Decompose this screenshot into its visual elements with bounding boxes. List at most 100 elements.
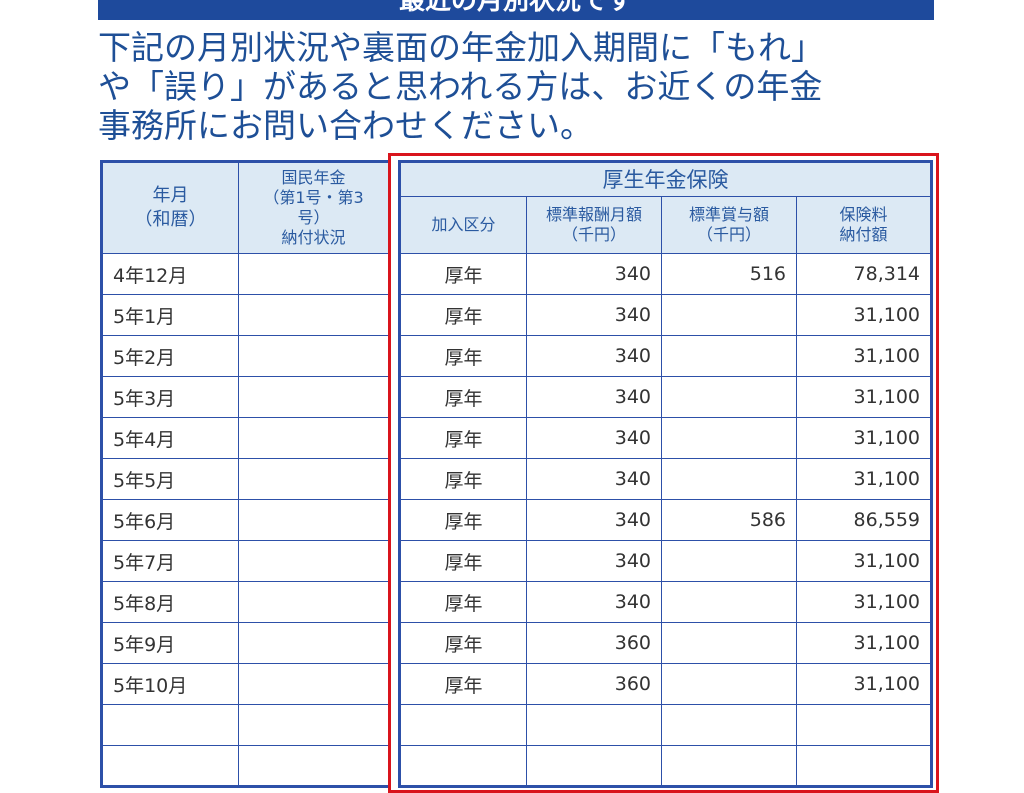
- cell-bonus: [661, 458, 797, 500]
- cell-month: 5年1月: [101, 294, 239, 336]
- cell-national: [238, 704, 390, 746]
- table-row: 厚年 360 31,100: [399, 663, 932, 705]
- table-row: 5年3月: [101, 376, 390, 418]
- cell-category: 厚年: [399, 663, 527, 705]
- table-row: 厚年 340 31,100: [399, 335, 932, 377]
- header-monthly-salary: 標準報酬月額 （千円）: [526, 196, 662, 254]
- cell-category: 厚年: [399, 253, 527, 295]
- cell-national: [238, 253, 390, 295]
- cell-bonus: [661, 663, 797, 705]
- cell-month: [101, 745, 239, 787]
- cell-national: [238, 663, 390, 705]
- cell-national: [238, 458, 390, 500]
- table-row: 5年1月: [101, 294, 390, 336]
- table-row: 厚年 340 31,100: [399, 458, 932, 500]
- cell-category: 厚年: [399, 581, 527, 623]
- cell-month: 5年5月: [101, 458, 239, 500]
- table-row: 厚年 340 31,100: [399, 581, 932, 623]
- cell-premium: 86,559: [796, 499, 932, 541]
- cell-bonus: [661, 294, 797, 336]
- cell-bonus: 516: [661, 253, 797, 295]
- cell-bonus: [661, 745, 797, 787]
- intro-line: や「誤り」があると思われる方は、お近くの年金: [98, 67, 823, 106]
- table-row: 厚年 340 31,100: [399, 540, 932, 582]
- cell-premium: 31,100: [796, 294, 932, 336]
- cell-salary: 340: [526, 540, 662, 582]
- table-row: 5年8月: [101, 581, 390, 623]
- cell-premium: 31,100: [796, 540, 932, 582]
- table-row: [399, 704, 932, 746]
- cell-bonus: [661, 704, 797, 746]
- cell-category: [399, 704, 527, 746]
- header-text: 標準報酬月額 （千円）: [545, 205, 642, 244]
- header-bonus: 標準賞与額 （千円）: [661, 196, 797, 254]
- cell-premium: [796, 704, 932, 746]
- cell-bonus: [661, 622, 797, 664]
- cell-category: 厚年: [399, 417, 527, 459]
- cell-month: 5年7月: [101, 540, 239, 582]
- cell-premium: 78,314: [796, 253, 932, 295]
- table-row: 5年6月: [101, 499, 390, 541]
- cell-premium: 31,100: [796, 376, 932, 418]
- cell-bonus: [661, 581, 797, 623]
- cell-salary: 340: [526, 376, 662, 418]
- cell-bonus: [661, 335, 797, 377]
- table-row: [101, 745, 390, 787]
- cell-national: [238, 581, 390, 623]
- cell-salary: 360: [526, 622, 662, 664]
- cell-salary: [526, 704, 662, 746]
- cell-category: 厚年: [399, 622, 527, 664]
- cell-national: [238, 540, 390, 582]
- header-premium: 保険料 納付額: [796, 196, 932, 254]
- cell-national: [238, 294, 390, 336]
- cell-national: [238, 745, 390, 787]
- table-row: 5年10月: [101, 663, 390, 705]
- section-banner: 最近の月別状況です: [98, 0, 934, 20]
- table-row: [399, 745, 932, 787]
- cell-month: 5年9月: [101, 622, 239, 664]
- cell-salary: 360: [526, 663, 662, 705]
- cell-category: 厚年: [399, 335, 527, 377]
- table-row: 5年7月: [101, 540, 390, 582]
- cell-salary: 340: [526, 458, 662, 500]
- cell-national: [238, 376, 390, 418]
- cell-category: 厚年: [399, 294, 527, 336]
- cell-national: [238, 622, 390, 664]
- cell-category: 厚年: [399, 376, 527, 418]
- cell-premium: 31,100: [796, 458, 932, 500]
- cell-bonus: [661, 417, 797, 459]
- cell-national: [238, 417, 390, 459]
- header-text: 年月 （和暦）: [134, 185, 207, 230]
- header-text: 保険料 納付額: [839, 205, 888, 244]
- cell-salary: 340: [526, 499, 662, 541]
- cell-month: 4年12月: [101, 253, 239, 295]
- table-row: 厚年 340 586 86,559: [399, 499, 932, 541]
- table-row: 5年5月: [101, 458, 390, 500]
- table-row: 5年2月: [101, 335, 390, 377]
- cell-category: [399, 745, 527, 787]
- header-text: 標準賞与額 （千円）: [688, 205, 769, 244]
- cell-bonus: 586: [661, 499, 797, 541]
- header-year-month: 年月 （和暦）: [101, 161, 239, 254]
- cell-salary: [526, 745, 662, 787]
- cell-premium: 31,100: [796, 335, 932, 377]
- table-row: 5年4月: [101, 417, 390, 459]
- cell-national: [238, 499, 390, 541]
- cell-month: 5年8月: [101, 581, 239, 623]
- cell-premium: [796, 745, 932, 787]
- cell-premium: 31,100: [796, 581, 932, 623]
- cell-salary: 340: [526, 581, 662, 623]
- cell-premium: 31,100: [796, 663, 932, 705]
- cell-category: 厚年: [399, 540, 527, 582]
- table-row: 厚年 340 516 78,314: [399, 253, 932, 295]
- cell-salary: 340: [526, 253, 662, 295]
- cell-month: 5年3月: [101, 376, 239, 418]
- cell-salary: 340: [526, 335, 662, 377]
- cell-bonus: [661, 376, 797, 418]
- header-category: 加入区分: [399, 196, 527, 254]
- cell-month: 5年4月: [101, 417, 239, 459]
- table-row: 厚年 340 31,100: [399, 294, 932, 336]
- left-table: 年月 （和暦） 国民年金 （第1号・第3号） 納付状況 4年12月 5年1月 5年2…: [100, 160, 391, 788]
- cell-salary: 340: [526, 417, 662, 459]
- cell-national: [238, 335, 390, 377]
